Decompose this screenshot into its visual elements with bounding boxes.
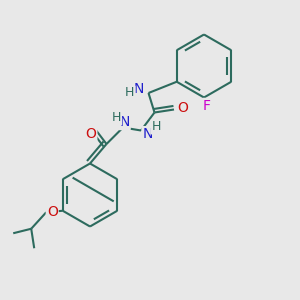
Text: N: N <box>119 115 130 129</box>
Text: H: H <box>151 120 161 134</box>
Text: F: F <box>203 99 211 113</box>
Text: H: H <box>125 86 135 100</box>
Text: N: N <box>134 82 144 96</box>
Text: N: N <box>142 127 153 141</box>
Text: O: O <box>177 101 188 115</box>
Text: O: O <box>85 128 96 141</box>
Text: O: O <box>47 205 58 219</box>
Text: H: H <box>112 111 121 124</box>
